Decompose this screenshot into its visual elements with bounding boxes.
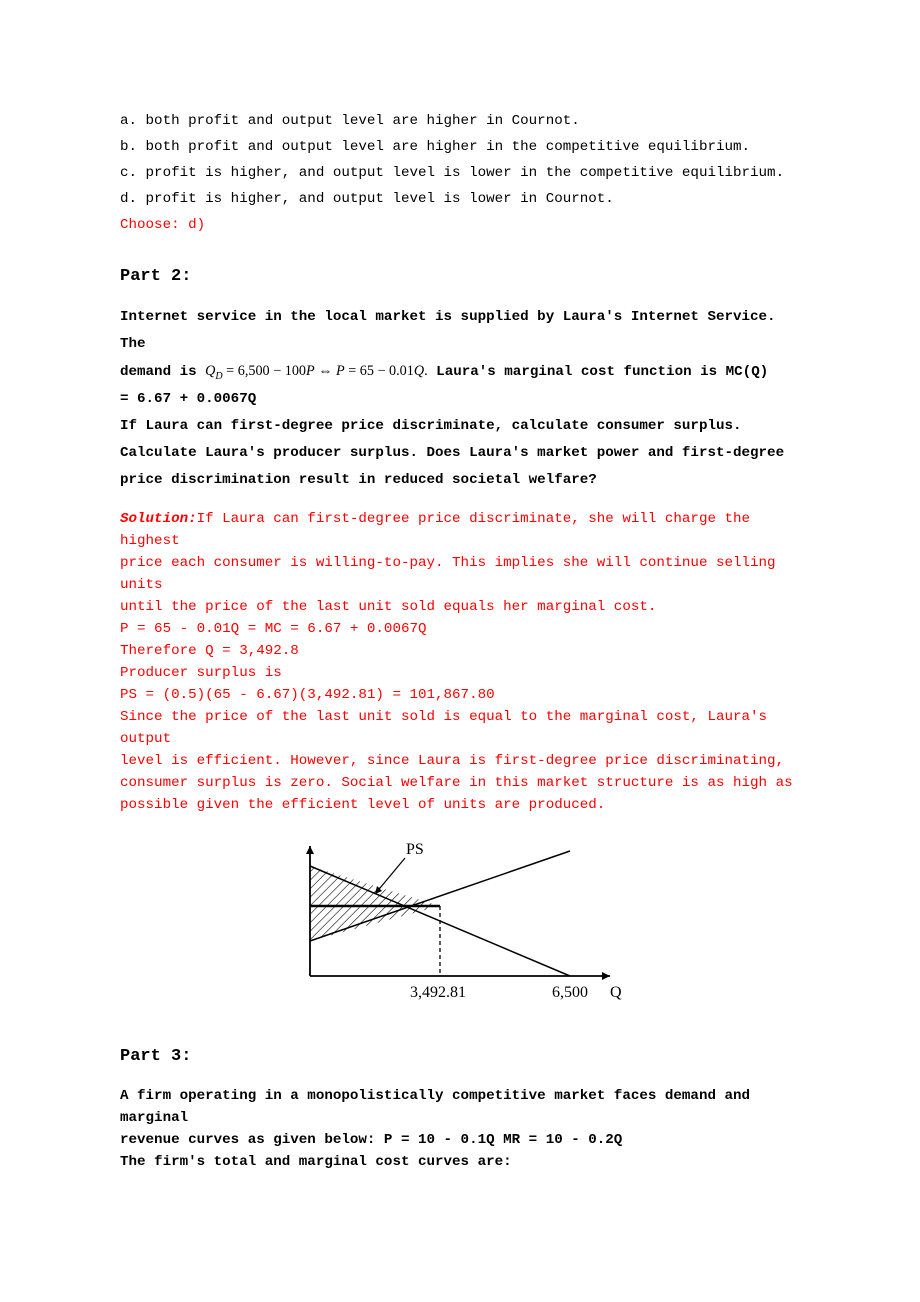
- x-axis-label: Q: [610, 981, 622, 1006]
- option-c: c. profit is higher, and output level is…: [120, 162, 800, 184]
- part2-question: Internet service in the local market is …: [120, 304, 800, 494]
- part3-line3: The firm's total and marginal cost curve…: [120, 1154, 512, 1170]
- solution-label: Solution:: [120, 511, 197, 527]
- part3-title: Part 3:: [120, 1044, 800, 1070]
- question1-answer: Choose: d): [120, 214, 800, 236]
- part2-title: Part 2:: [120, 264, 800, 290]
- option-a: a. both profit and output level are high…: [120, 110, 800, 132]
- part2-solution: Solution:If Laura can first-degree price…: [120, 508, 800, 816]
- part2-intro-line3: = 6.67 + 0.0067Q: [120, 391, 256, 407]
- sol-line7: possible given the efficient level of un…: [120, 797, 605, 813]
- sol-line3: until the price of the last unit sold eq…: [120, 599, 656, 615]
- document-page: a. both profit and output level are high…: [0, 0, 920, 1247]
- part2-intro-line6: price discrimination result in reduced s…: [120, 472, 597, 488]
- sol-line4: Since the price of the last unit sold is…: [120, 709, 767, 747]
- option-d: d. profit is higher, and output level is…: [120, 188, 800, 210]
- sol-eq3: Producer surplus is: [120, 665, 282, 681]
- sol-line6: consumer surplus is zero. Social welfare…: [120, 775, 793, 791]
- ps-chart-container: PS 3,492.81 6,500 Q: [120, 836, 800, 1016]
- question1-options: a. both profit and output level are high…: [120, 110, 800, 236]
- x-tick-1: 3,492.81: [410, 981, 466, 1006]
- part3-question: A firm operating in a monopolistically c…: [120, 1085, 800, 1173]
- x-tick-2: 6,500: [552, 981, 588, 1006]
- part2-intro-line1: Internet service in the local market is …: [120, 309, 776, 352]
- sol-eq2: Therefore Q = 3,492.8: [120, 643, 299, 659]
- part3-line1: A firm operating in a monopolistically c…: [120, 1088, 750, 1126]
- part2-intro-line5: Calculate Laura's producer surplus. Does…: [120, 445, 784, 461]
- part3-line2: revenue curves as given below: P = 10 - …: [120, 1132, 622, 1148]
- ps-chart: PS 3,492.81 6,500 Q: [290, 836, 630, 1016]
- option-b: b. both profit and output level are high…: [120, 136, 800, 158]
- ps-label: PS: [406, 838, 424, 863]
- sol-eq1: P = 65 - 0.01Q = MC = 6.67 + 0.0067Q: [120, 621, 427, 637]
- sol-line5: level is efficient. However, since Laura…: [120, 753, 784, 769]
- part2-intro-line4: If Laura can first-degree price discrimi…: [120, 418, 742, 434]
- sol-eq4: PS = (0.5)(65 - 6.67)(3,492.81) = 101,86…: [120, 687, 495, 703]
- part2-intro-line2b: Laura's marginal cost function is MC(Q): [428, 364, 769, 380]
- sol-line2: price each consumer is willing-to-pay. T…: [120, 555, 776, 593]
- sol-line1: If Laura can first-degree price discrimi…: [120, 511, 750, 549]
- part2-intro-line2a: demand is: [120, 364, 205, 380]
